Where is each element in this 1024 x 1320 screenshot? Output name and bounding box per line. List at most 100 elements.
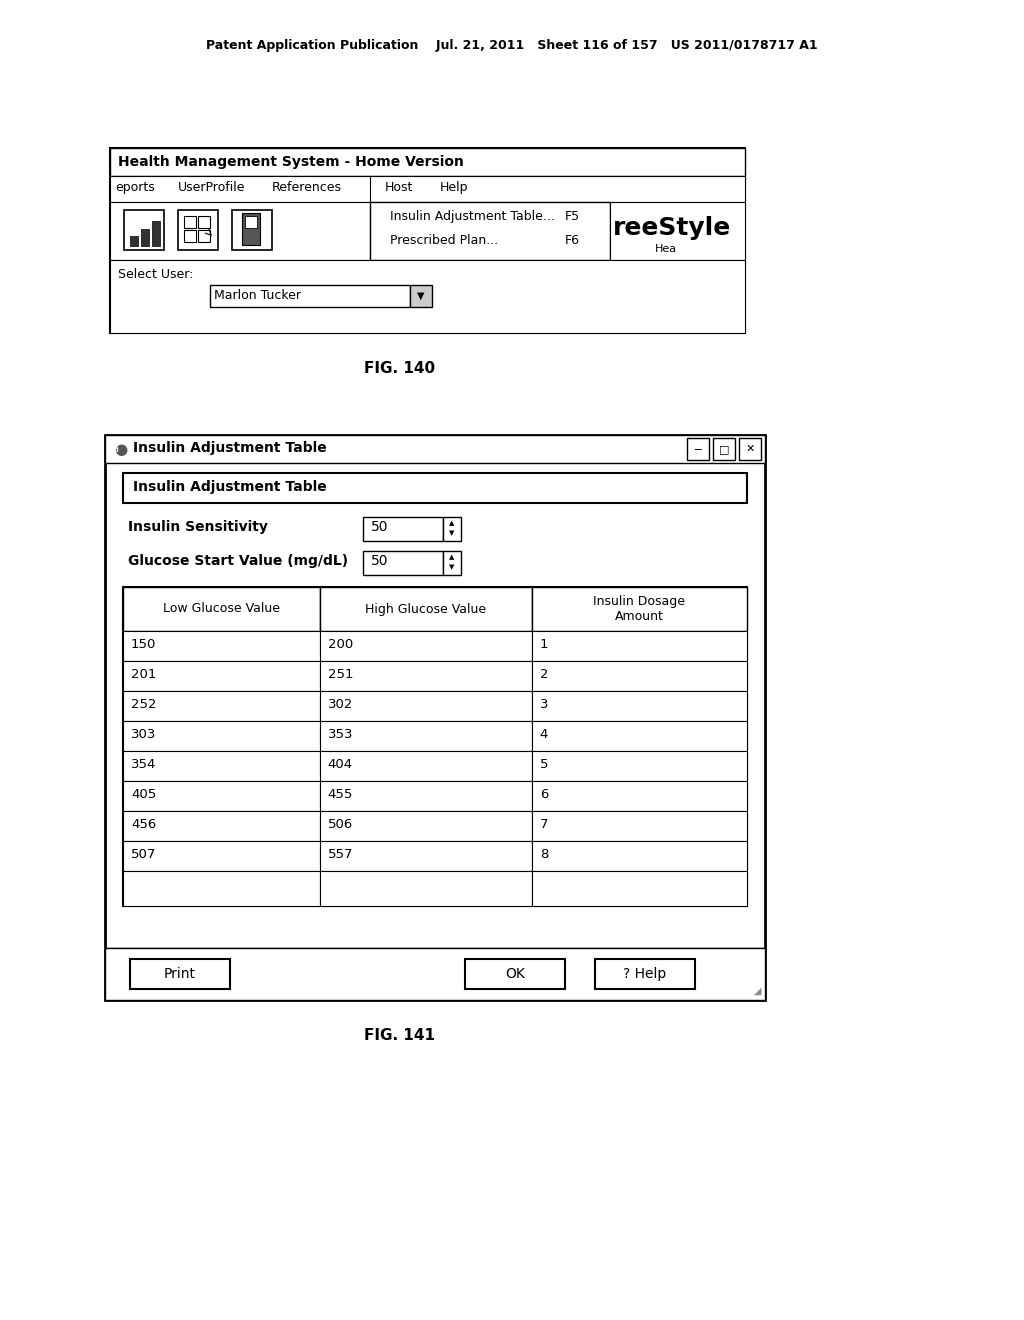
Text: 303: 303 — [131, 729, 157, 741]
Text: OK: OK — [505, 968, 525, 981]
Text: Health Management System - Home Version: Health Management System - Home Version — [118, 154, 464, 169]
Text: 7: 7 — [540, 818, 548, 832]
Bar — [531, 751, 746, 781]
Bar — [595, 960, 695, 989]
Bar — [124, 210, 164, 249]
Text: 456: 456 — [131, 818, 157, 832]
Bar — [110, 260, 745, 333]
Bar — [130, 236, 138, 246]
Bar — [123, 631, 319, 661]
Text: eports: eports — [115, 181, 155, 194]
Bar — [713, 438, 735, 459]
Bar — [319, 810, 531, 841]
Text: 252: 252 — [131, 698, 157, 711]
Text: Insulin Dosage
Amount: Insulin Dosage Amount — [593, 595, 685, 623]
Text: ▲: ▲ — [450, 520, 455, 525]
Text: 50: 50 — [371, 554, 388, 568]
Bar — [110, 202, 370, 260]
Text: 150: 150 — [131, 638, 157, 651]
Text: 3: 3 — [540, 698, 548, 711]
Bar — [531, 631, 746, 661]
Bar — [531, 841, 746, 871]
Bar — [319, 781, 531, 810]
Text: 404: 404 — [328, 758, 352, 771]
Text: FIG. 140: FIG. 140 — [365, 360, 435, 376]
Text: 1: 1 — [540, 638, 548, 651]
Bar — [105, 436, 765, 1001]
Text: Insulin Adjustment Table...: Insulin Adjustment Table... — [390, 210, 555, 223]
Text: Patent Application Publication    Jul. 21, 2011   Sheet 116 of 157   US 2011/017: Patent Application Publication Jul. 21, … — [206, 38, 818, 51]
Text: 251: 251 — [328, 668, 353, 681]
Text: 354: 354 — [131, 758, 157, 771]
Bar — [105, 436, 765, 463]
Bar — [531, 810, 746, 841]
Text: 557: 557 — [328, 847, 353, 861]
Bar — [242, 213, 260, 246]
Text: UserProfile: UserProfile — [178, 181, 246, 194]
Bar — [687, 438, 709, 459]
Bar — [319, 751, 531, 781]
Text: 507: 507 — [131, 847, 157, 861]
Bar — [362, 517, 443, 541]
Text: ? Help: ? Help — [624, 968, 667, 981]
Text: 6: 6 — [540, 788, 548, 801]
Text: 200: 200 — [328, 638, 353, 651]
Bar — [123, 721, 319, 751]
Bar — [319, 871, 531, 906]
Bar — [123, 473, 746, 503]
Bar — [110, 148, 745, 333]
Text: Insulin Sensitivity: Insulin Sensitivity — [128, 520, 268, 535]
Bar — [123, 661, 319, 690]
Text: 50: 50 — [371, 520, 388, 535]
Text: Print: Print — [164, 968, 196, 981]
Bar — [152, 220, 160, 246]
Text: 201: 201 — [131, 668, 157, 681]
Bar — [319, 661, 531, 690]
Text: 4: 4 — [540, 729, 548, 741]
Bar — [465, 960, 565, 989]
Text: 506: 506 — [328, 818, 353, 832]
Bar — [531, 661, 746, 690]
Bar — [319, 841, 531, 871]
Text: Glucose Start Value (mg/dL): Glucose Start Value (mg/dL) — [128, 554, 348, 568]
Bar — [531, 721, 746, 751]
Bar — [184, 230, 196, 242]
Text: High Glucose Value: High Glucose Value — [366, 602, 486, 615]
Text: FIG. 141: FIG. 141 — [365, 1028, 435, 1043]
Bar — [410, 285, 432, 308]
Text: Marlon Tucker: Marlon Tucker — [214, 289, 301, 302]
Bar — [531, 781, 746, 810]
Bar — [319, 690, 531, 721]
Text: ▼: ▼ — [450, 531, 455, 536]
Bar — [362, 550, 443, 576]
Bar — [123, 871, 319, 906]
Bar — [141, 228, 150, 246]
Text: ●: ● — [115, 441, 128, 457]
Text: ◢: ◢ — [754, 986, 761, 997]
Text: 302: 302 — [328, 698, 353, 711]
Text: 5: 5 — [540, 758, 548, 771]
Text: Help: Help — [440, 181, 469, 194]
Text: □: □ — [719, 444, 729, 454]
Text: 405: 405 — [131, 788, 157, 801]
Bar — [319, 631, 531, 661]
Bar — [531, 690, 746, 721]
Text: Hea: Hea — [655, 244, 677, 253]
Bar — [123, 587, 319, 631]
Bar — [245, 216, 257, 228]
Text: F6: F6 — [565, 234, 580, 247]
Bar — [610, 202, 745, 260]
Bar — [443, 517, 461, 541]
Text: Insulin Adjustment Table: Insulin Adjustment Table — [133, 441, 327, 455]
Text: Host: Host — [385, 181, 414, 194]
Text: ─: ─ — [694, 444, 701, 454]
Bar — [123, 751, 319, 781]
Text: a: a — [112, 444, 118, 454]
Bar — [110, 176, 745, 202]
Text: Select User:: Select User: — [118, 268, 194, 281]
Bar — [110, 148, 745, 176]
Text: Insulin Adjustment Table: Insulin Adjustment Table — [133, 480, 327, 494]
Text: Prescribed Plan...: Prescribed Plan... — [390, 234, 499, 247]
Text: Low Glucose Value: Low Glucose Value — [163, 602, 280, 615]
Text: F5: F5 — [565, 210, 581, 223]
